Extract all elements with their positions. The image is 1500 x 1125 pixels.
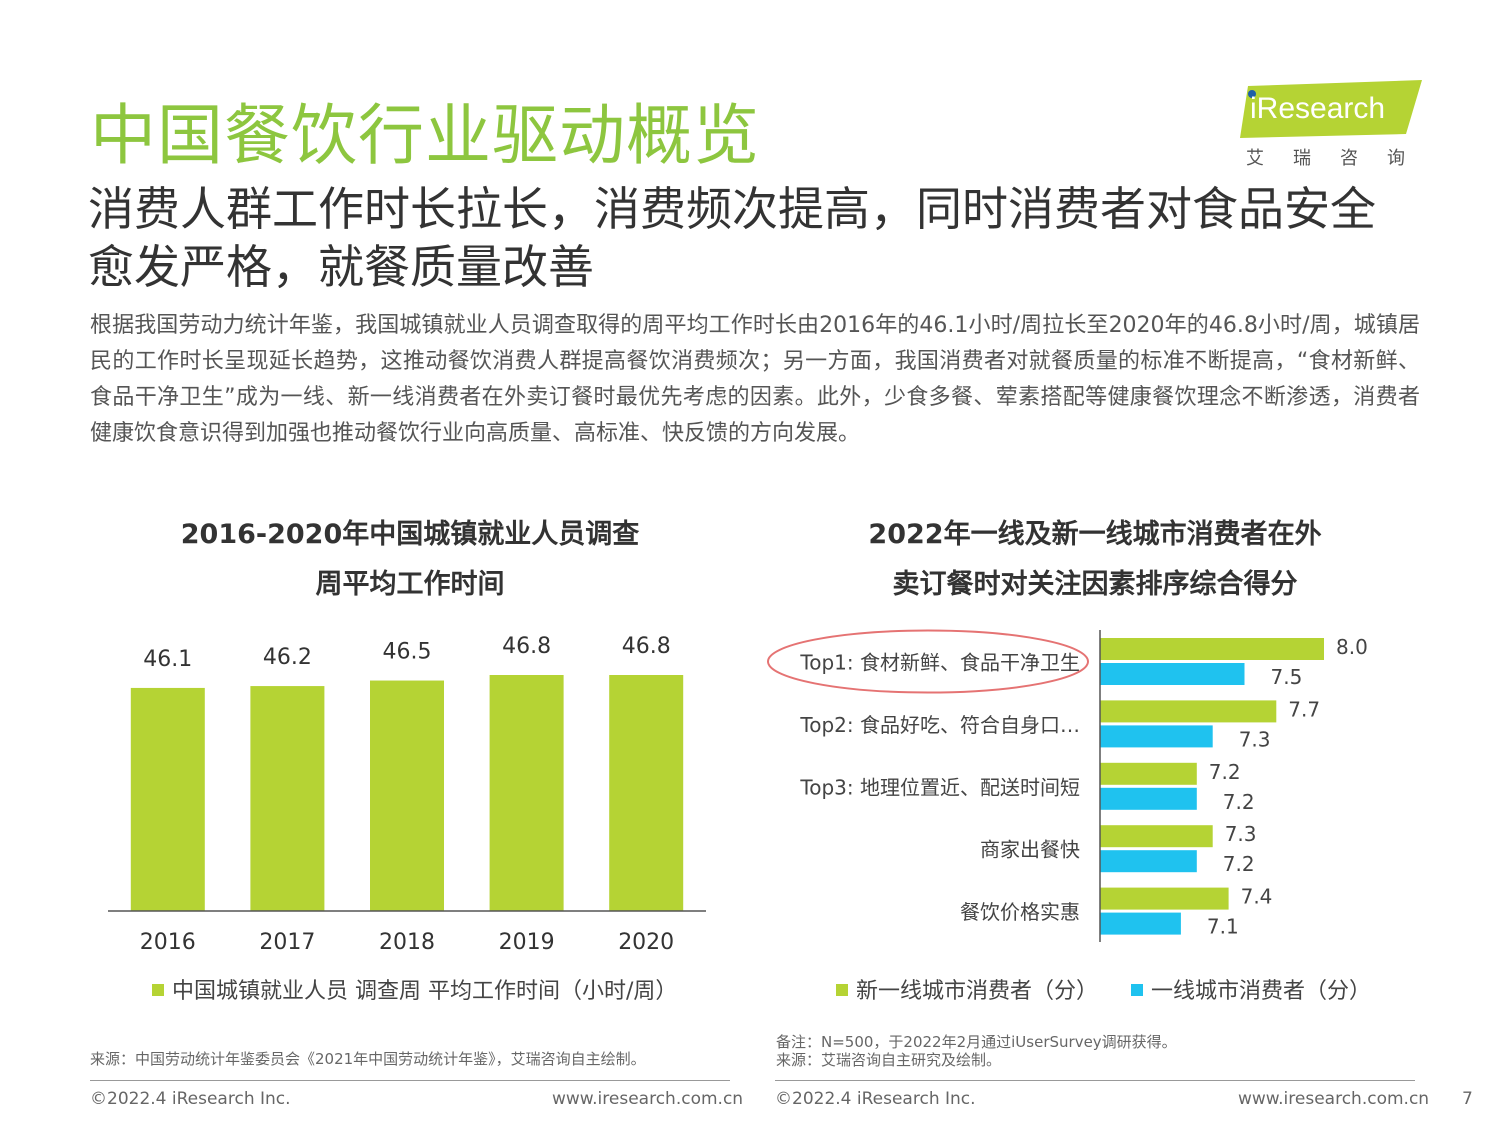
chart2-bar-a [1100,887,1229,910]
chart1-value-label: 46.2 [263,645,312,670]
chart1-bar-2020 [609,675,684,911]
chart1-value-label: 46.5 [383,640,432,665]
chart2-legend-label-b: 一线城市消费者（分） [1151,979,1372,1004]
footer-copyright-right: ©2022.4 iResearch Inc. [775,1089,976,1109]
chart2-legend-label-a: 新一线城市消费者（分） [856,979,1099,1004]
chart1-title: 2016-2020年中国城镇就业人员调查 周平均工作时间 [110,510,710,610]
footer-url-left[interactable]: www.iresearch.com.cn [552,1089,744,1109]
chart2-bar-b [1100,850,1197,873]
chart1-legend-swatch [152,984,164,996]
chart2-category-label: 商家出餐快 [980,838,1080,862]
chart2-bar-b [1100,787,1197,810]
chart2-bar-a [1100,762,1197,785]
chart2-legend-swatch-a [836,984,848,996]
chart1-legend-label: 中国城镇就业人员 调查周 平均工作时间（小时/周） [172,979,678,1004]
chart2-note: 备注：N=500，于2022年2月通过iUserSurvey调研获得。 [776,1033,1177,1051]
chart1-value-label: 46.1 [143,647,192,672]
chart2-title-line1: 2022年一线及新一线城市消费者在外 [868,519,1322,550]
chart2-category-label: 餐饮价格实惠 [960,900,1080,924]
iresearch-logo: iResearch 艾瑞咨询 [1240,80,1425,170]
chart2-value-label: 8.0 [1336,635,1368,659]
chart2-legend: 新一线城市消费者（分） 一线城市消费者（分） [836,973,1371,1005]
chart2-bar-b [1100,725,1213,748]
chart2-value-label: 7.2 [1209,760,1241,784]
chart2-title: 2022年一线及新一线城市消费者在外 卖订餐时对关注因素排序综合得分 [800,510,1390,610]
chart2-title-line2: 卖订餐时对关注因素排序综合得分 [892,569,1298,600]
chart2-highlight-circle [767,629,1089,694]
chart1-x-tick: 2019 [499,930,555,955]
chart1-x-tick: 2016 [140,930,196,955]
logo-brand-text: iResearch [1250,92,1386,125]
chart2-legend-swatch-b [1131,984,1144,996]
chart2-bar-a [1100,638,1324,660]
logo-subtitle: 艾瑞咨询 [1246,148,1434,169]
chart1-x-tick: 2017 [259,930,315,955]
chart1-x-tick: 2020 [618,930,674,955]
chart2-value-label: 7.4 [1241,885,1273,909]
chart1-bar-2017 [250,686,325,911]
chart1-bar-2016 [130,687,205,911]
chart2-value-label: 7.3 [1239,727,1271,751]
page-number: 7 [1462,1089,1473,1109]
chart1-x-tick: 2018 [379,930,435,955]
chart2-category-label: Top2: 食品好吃、符合自身口… [799,713,1080,737]
chart2-bar-b [1100,912,1181,935]
chart1-bar-chart: 46.1 2016 46.2 2017 46.5 2018 46.8 2019 46.8 2020 [108,634,706,955]
chart2-value-label: 7.5 [1271,665,1303,689]
chart1-source: 来源：中国劳动统计年鉴委员会《2021年中国劳动统计年鉴》，艾瑞咨询自主绘制。 [90,1050,646,1068]
footer-url-right[interactable]: www.iresearch.com.cn [1238,1089,1430,1109]
chart2-value-label: 7.1 [1207,915,1239,939]
chart2-category-label: Top3: 地理位置近、配送时间短 [799,775,1080,799]
footer-copyright-left: ©2022.4 iResearch Inc. [90,1089,291,1109]
chart2-value-label: 7.7 [1288,697,1320,721]
logo-dot [1248,90,1256,98]
chart2-bar-a [1100,700,1277,723]
footer-divider-right [775,1080,1415,1081]
chart1-title-line1: 2016-2020年中国城镇就业人员调查 [180,519,640,550]
chart1-legend: 中国城镇就业人员 调查周 平均工作时间（小时/周） [152,973,677,1005]
chart1-bar-2018 [370,680,444,911]
chart2-bar-chart: Top1: 食材新鲜、食品干净卫生 8.0 7.5 Top2: 食品好吃、符合自身口…… [767,629,1368,942]
logo-banner [1240,80,1422,138]
chart2-source: 来源：艾瑞咨询自主研究及绘制。 [776,1051,1002,1069]
footer-divider-left [90,1080,730,1081]
chart2-value-label: 7.3 [1225,822,1257,846]
chart1-title-line2: 周平均工作时间 [315,569,505,600]
chart2-value-label: 7.2 [1223,790,1255,814]
chart1-value-label: 46.8 [622,634,671,659]
page-title: 中国餐饮行业驱动概览 [90,97,760,174]
body-paragraph: 根据我国劳动力统计年鉴，我国城镇就业人员调查取得的周平均工作时长由2016年的4… [90,313,1420,446]
chart2-bar-b [1100,663,1245,685]
page-subtitle: 消费人群工作时长拉长，消费频次提高，同时消费者对食品安全愈发严格，就餐质量改善 [88,182,1376,294]
chart1-value-label: 46.8 [502,634,551,659]
chart1-bar-2019 [489,675,564,911]
chart2-category-label: Top1: 食材新鲜、食品干净卫生 [799,651,1080,675]
chart2-bar-a [1100,825,1213,848]
chart2-value-label: 7.2 [1223,852,1255,876]
